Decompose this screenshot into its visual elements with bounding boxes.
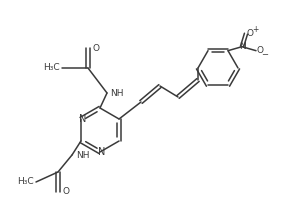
Text: O: O	[247, 29, 253, 38]
Text: NH: NH	[110, 89, 123, 98]
Text: H₃C: H₃C	[43, 64, 60, 73]
Text: N: N	[238, 42, 245, 51]
Text: H₃C: H₃C	[18, 177, 34, 186]
Text: −: −	[261, 50, 269, 59]
Text: N: N	[79, 114, 87, 124]
Text: +: +	[252, 25, 258, 34]
Text: N: N	[98, 147, 106, 157]
Text: O: O	[257, 46, 263, 55]
Text: O: O	[63, 187, 69, 196]
Text: O: O	[92, 43, 100, 52]
Text: NH: NH	[76, 150, 90, 159]
